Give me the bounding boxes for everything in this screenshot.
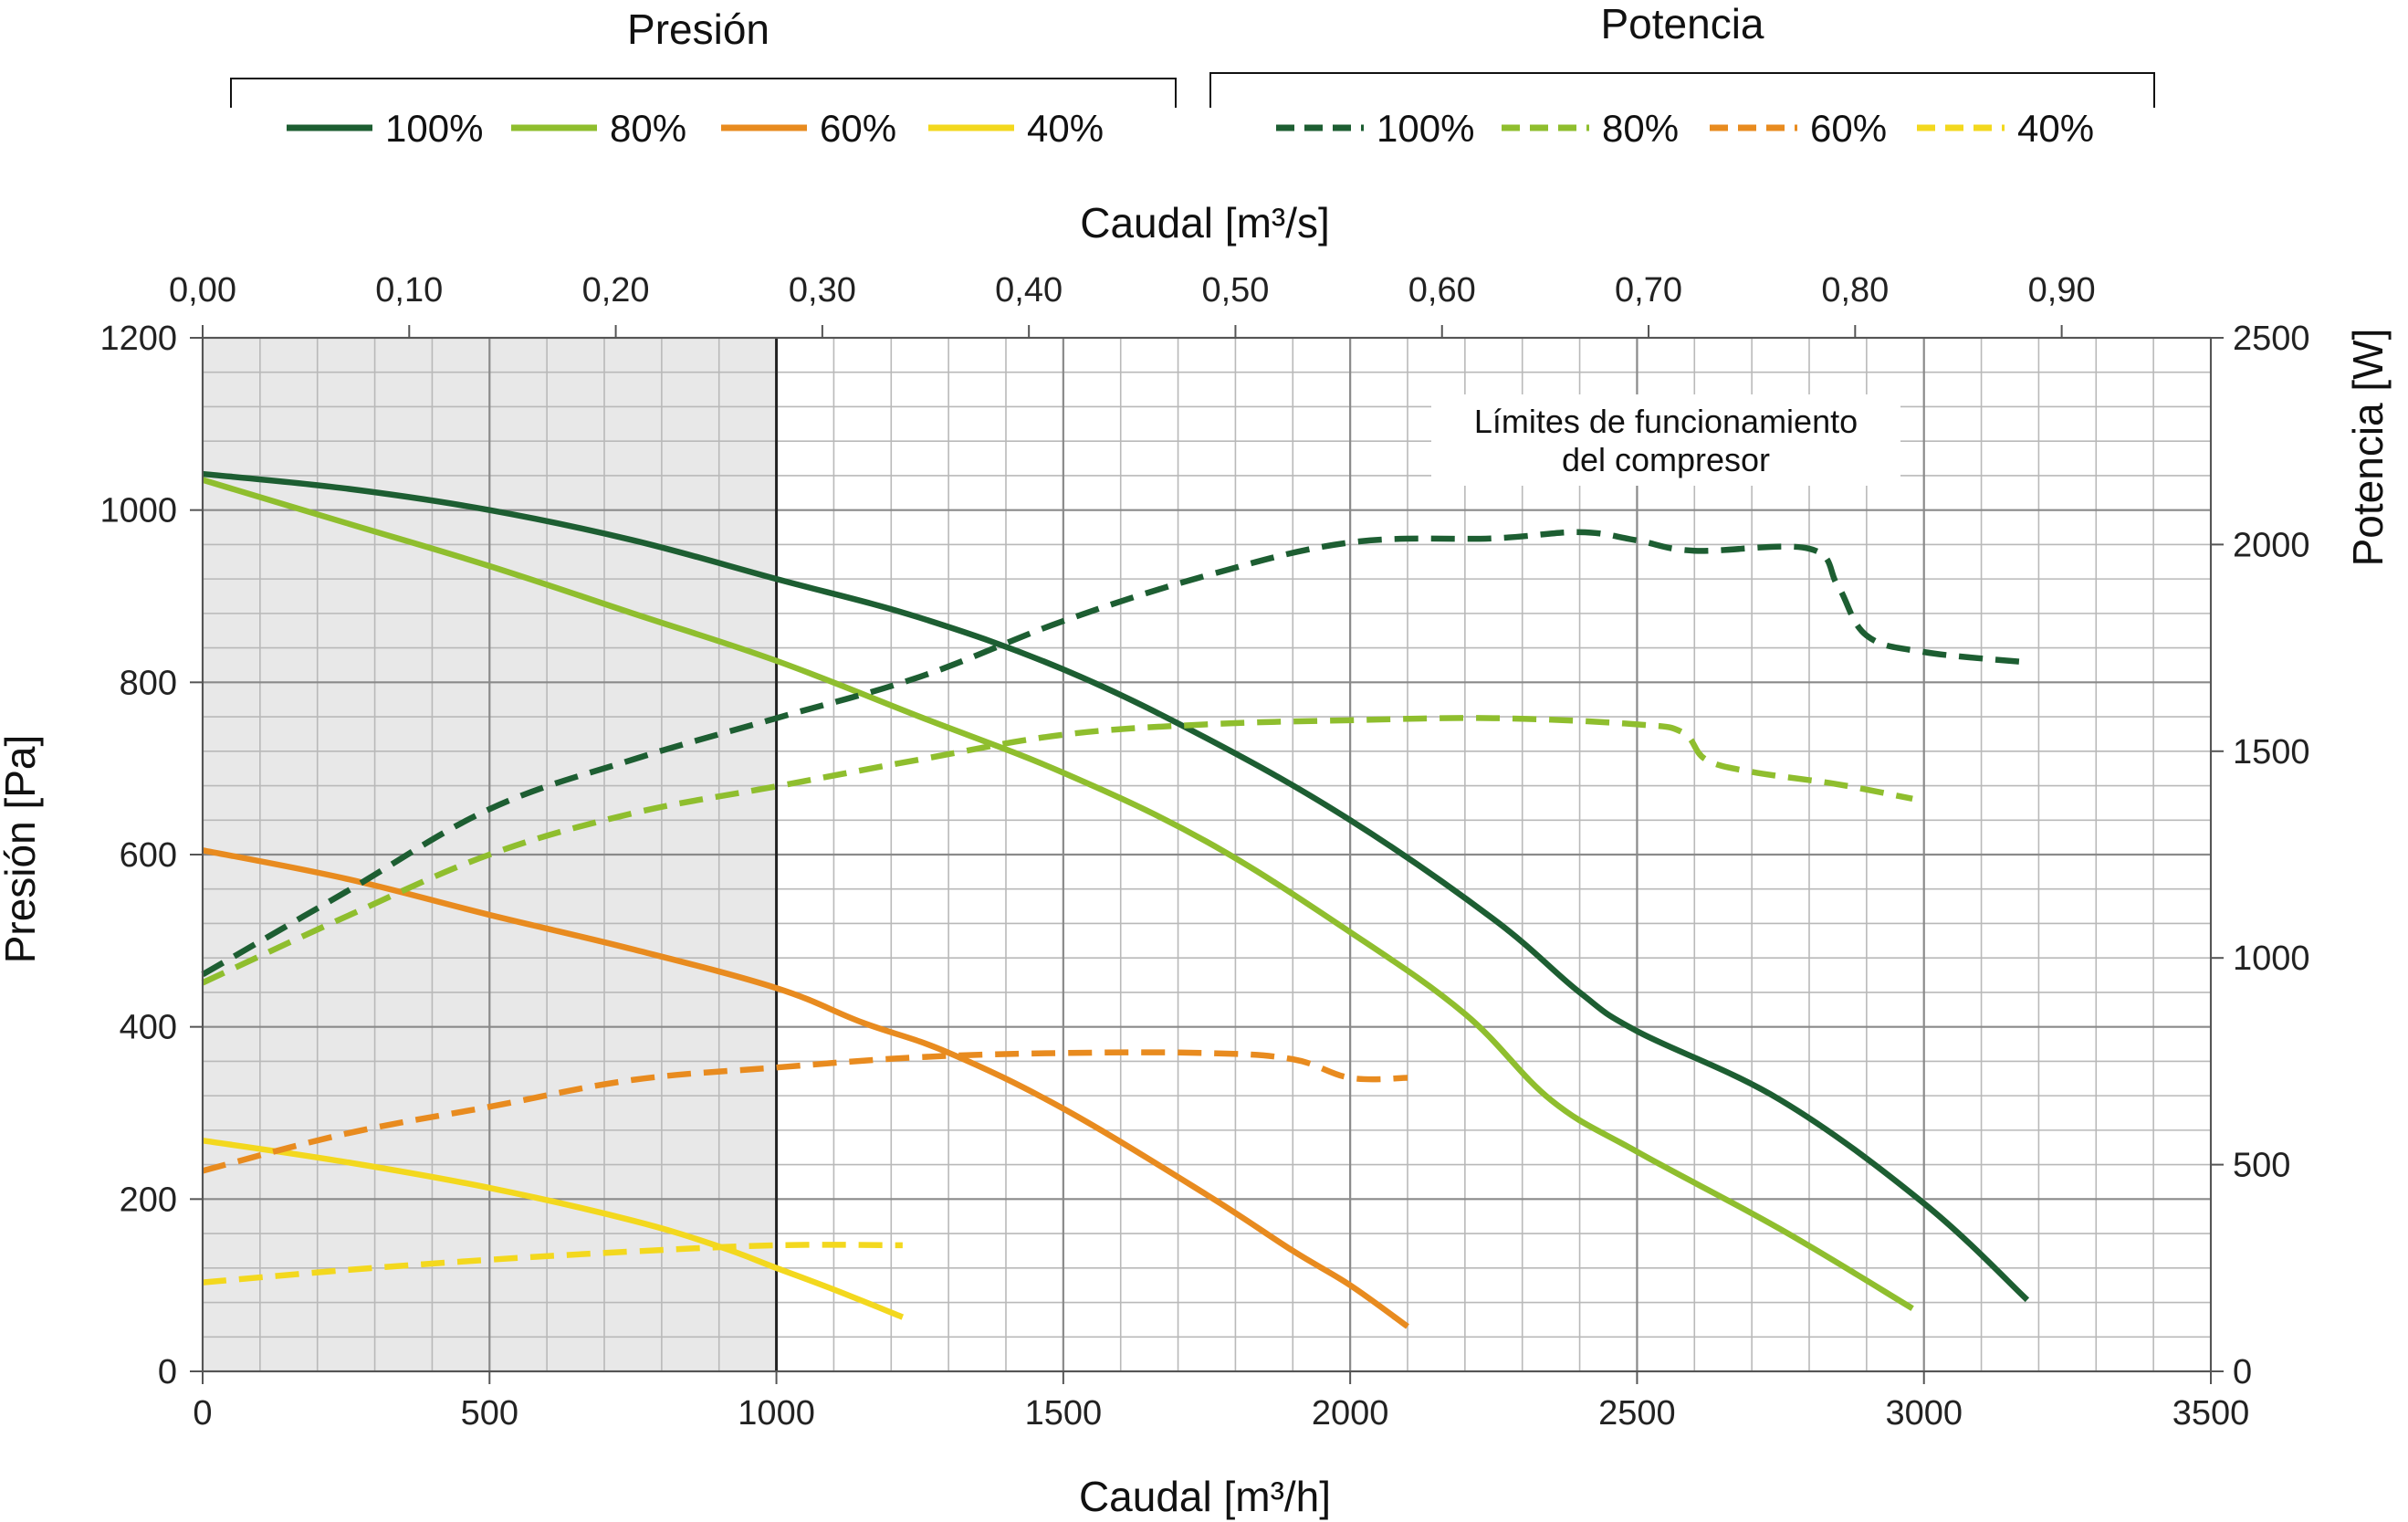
y2-tick-label: 500 <box>2233 1147 2290 1185</box>
pressure-group-bracket <box>230 78 1177 108</box>
legend-label-pressure-60: 60% <box>820 107 896 150</box>
x-tick-label: 1500 <box>1025 1394 1103 1433</box>
y2-tick-label: 0 <box>2233 1353 2252 1391</box>
x-tick-label: 3500 <box>2172 1394 2250 1433</box>
x-tick-label: 2000 <box>1312 1394 1389 1433</box>
annotation-line-1: Límites de funcionamiento <box>1474 403 1858 440</box>
y-tick-label: 600 <box>120 836 177 875</box>
x2-tick-label: 0,60 <box>1408 271 1476 310</box>
y-tick-label: 1000 <box>99 492 177 530</box>
x2-tick-label: 0,90 <box>2028 271 2096 310</box>
x-tick-label: 2500 <box>1598 1394 1676 1433</box>
x-axis-title-top: Caudal [m³/s] <box>1080 199 1330 247</box>
x2-tick-label: 0,80 <box>1821 271 1889 310</box>
x-tick-label: 0 <box>193 1394 212 1433</box>
y-tick-label: 400 <box>120 1009 177 1047</box>
series-line-80-power <box>201 715 1913 986</box>
y2-tick-label: 2000 <box>2233 526 2310 564</box>
power-group-title: Potencia <box>1600 0 1764 47</box>
legend-label-pressure-40: 40% <box>1027 107 1104 150</box>
legend: Presión Potencia 100% 80% 60% 40% 100% 80% 60%… <box>230 0 2155 150</box>
x2-tick-label: 0,50 <box>1201 271 1269 310</box>
series-line-40-power <box>202 1242 903 1286</box>
power-group-bracket <box>1209 72 2155 108</box>
x2-tick-label: 0,10 <box>375 271 443 310</box>
y-axis-title-left: Presión [Pa] <box>0 735 44 964</box>
x-tick-label: 500 <box>461 1394 518 1433</box>
series-line-80-pressure <box>202 477 1914 1311</box>
series-layer <box>201 470 2030 1329</box>
x-tick-label: 1000 <box>738 1394 815 1433</box>
y-tick-label: 0 <box>158 1353 177 1391</box>
legend-label-pressure-100: 100% <box>385 107 483 150</box>
series-line-100-pressure <box>202 470 2030 1303</box>
y2-tick-label: 1000 <box>2233 939 2310 978</box>
legend-label-power-60: 60% <box>1810 107 1887 150</box>
plot-area: Límites de funcionamiento del compresor <box>201 336 2213 1373</box>
y-tick-label: 1200 <box>99 320 177 358</box>
series-line-60-pressure <box>202 847 1409 1329</box>
annotation-background <box>1431 394 1900 486</box>
series-line-40-pressure <box>202 1137 905 1320</box>
x2-tick-label: 0,70 <box>1615 271 1682 310</box>
series-line-60-power <box>202 1049 1408 1174</box>
x-axis-title-bottom: Caudal [m³/h] <box>1079 1473 1331 1520</box>
x2-tick-label: 0,20 <box>582 271 650 310</box>
series-line-100-power <box>201 529 2028 978</box>
x2-tick-label: 0,30 <box>789 271 856 310</box>
legend-label-power-100: 100% <box>1377 107 1474 150</box>
pressure-group-title: Presión <box>627 5 770 53</box>
annotation-box: Límites de funcionamiento del compresor <box>1431 394 1900 486</box>
x2-tick-label: 0,00 <box>169 271 236 310</box>
y-tick-label: 800 <box>120 664 177 702</box>
annotation-line-2: del compresor <box>1562 441 1770 478</box>
y2-tick-label: 1500 <box>2233 733 2310 771</box>
tick-labels: 0 500 1000 1500 2000 2500 3000 3500020040060080… <box>99 271 2309 1433</box>
legend-label-pressure-80: 80% <box>610 107 686 150</box>
legend-label-power-80: 80% <box>1602 107 1679 150</box>
y-axis-title-right: Potencia [W] <box>2344 329 2392 567</box>
x2-tick-label: 0,40 <box>995 271 1063 310</box>
y-tick-label: 200 <box>120 1181 177 1219</box>
legend-label-power-40: 40% <box>2017 107 2094 150</box>
x-tick-label: 3000 <box>1885 1394 1963 1433</box>
y2-tick-label: 2500 <box>2233 320 2310 358</box>
